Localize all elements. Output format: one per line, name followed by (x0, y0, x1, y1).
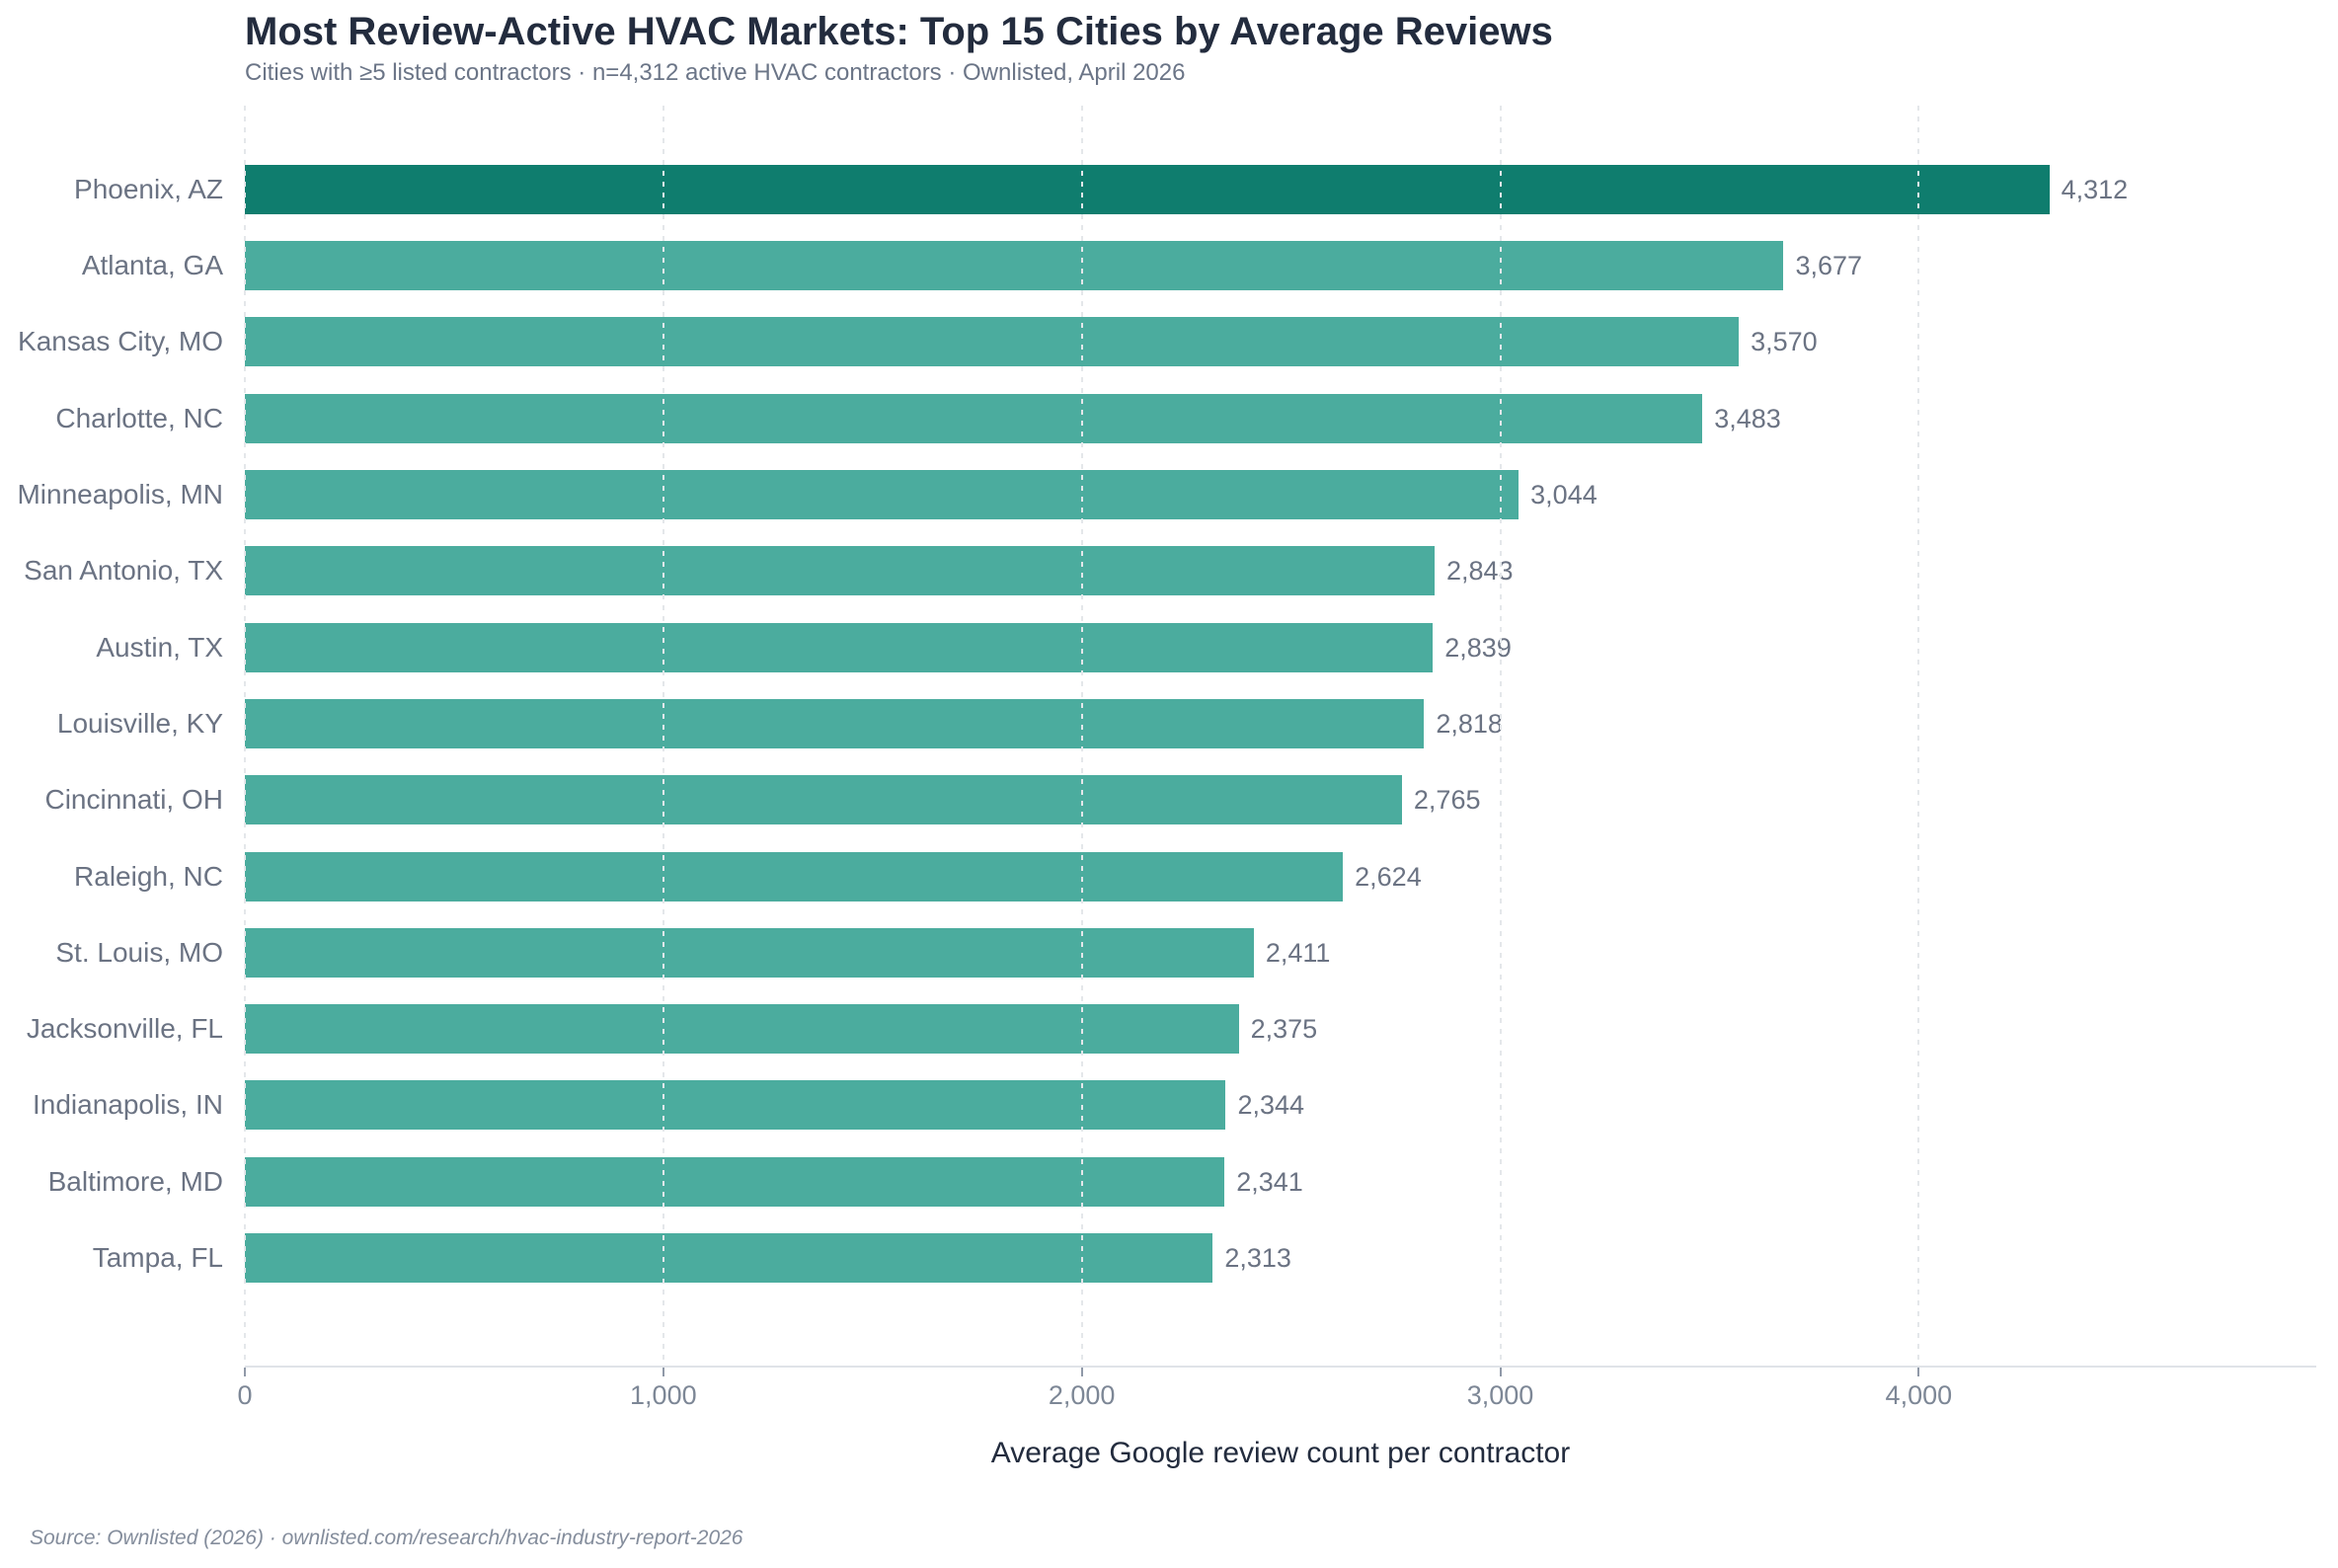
plot-area: Phoenix, AZ 4,312 Atlanta, GA 3,677 Kansas C… (17, 0, 2316, 1410)
value-label: 2,765 (1413, 785, 1481, 816)
tick-mark-1000 (662, 1368, 664, 1376)
category-label: Charlotte, NC (55, 402, 223, 433)
tick-mark-2000 (1080, 1368, 1083, 1376)
bar-row-indianapolis-in: Indianapolis, IN 2,344 (33, 1080, 2316, 1131)
x-axis-title: Average Google review count per contract… (990, 1437, 1571, 1469)
category-label: Louisville, KY (56, 707, 223, 739)
category-label: Minneapolis, MN (17, 479, 223, 510)
bar (245, 927, 1254, 978)
tick-mark-3000 (1499, 1368, 1502, 1376)
bar-row-louisville-ky: Louisville, KY 2,818 (57, 698, 2316, 748)
bar (245, 1233, 1213, 1283)
value-label: 4,312 (2061, 174, 2129, 204)
category-label: Phoenix, AZ (74, 173, 223, 204)
value-label: 2,843 (1445, 556, 1514, 587)
value-label: 2,375 (1250, 1014, 1318, 1045)
bar (245, 164, 2050, 214)
value-label: 2,818 (1436, 708, 1503, 739)
source-note: Source: Ownlisted (2026) · ownlisted.com… (30, 1527, 743, 1549)
bar (245, 546, 1435, 596)
category-label: St. Louis, MO (55, 936, 223, 968)
tick-label-3000: 3,000 (1466, 1380, 1534, 1410)
category-label: Austin, TX (96, 631, 223, 663)
tick-label-0: 0 (237, 1380, 253, 1410)
bar (245, 1156, 1225, 1207)
bar-row-tampa-fl: Tampa, FL 2,313 (93, 1233, 2316, 1283)
bar (245, 1080, 1226, 1131)
category-label: Raleigh, NC (74, 860, 223, 892)
gridline-1000 (662, 106, 664, 1366)
gridline-0 (244, 106, 246, 1366)
bar (245, 775, 1402, 825)
value-label: 3,677 (1795, 251, 1863, 281)
tick-label-2000: 2,000 (1048, 1380, 1116, 1410)
category-label: Indianapolis, IN (32, 1089, 223, 1121)
chart-title: Most Review-Active HVAC Markets: Top 15 … (245, 10, 1553, 53)
tick-label-1000: 1,000 (630, 1380, 697, 1410)
category-label: Cincinnati, OH (44, 784, 223, 816)
bar (245, 1004, 1239, 1055)
tick-mark-4000 (1917, 1368, 1920, 1376)
category-label: Tampa, FL (92, 1242, 223, 1273)
value-label: 2,839 (1444, 632, 1512, 663)
bar-row-san-antonio-tx: San Antonio, TX 2,843 (24, 546, 2316, 596)
bar (245, 470, 1520, 519)
tick-mark-0 (244, 1368, 246, 1376)
value-label: 2,313 (1224, 1243, 1291, 1273)
bar-row-jacksonville-fl: Jacksonville, FL 2,375 (27, 1004, 2316, 1055)
value-label: 2,624 (1355, 861, 1422, 892)
bar (245, 393, 1703, 443)
category-label: Jacksonville, FL (26, 1013, 223, 1045)
category-label: Kansas City, MO (18, 326, 223, 357)
value-label: 2,341 (1236, 1166, 1303, 1197)
bar-row-charlotte-nc: Charlotte, NC 3,483 (55, 393, 2316, 443)
gridline-4000 (1917, 106, 1920, 1366)
x-axis-line (245, 1366, 2316, 1368)
bar-row-cincinnati-oh: Cincinnati, OH 2,765 (44, 775, 2316, 825)
value-label: 3,044 (1530, 480, 1598, 510)
bar-row-st-louis-mo: St. Louis, MO 2,411 (55, 927, 2316, 978)
bar (245, 241, 1784, 291)
bar-row-raleigh-nc: Raleigh, NC 2,624 (74, 851, 2316, 902)
bar (245, 622, 1434, 672)
bar-row-phoenix-az: Phoenix, AZ 4,312 (74, 164, 2316, 214)
category-label: Baltimore, MD (47, 1165, 223, 1197)
gridline-2000 (1080, 106, 1083, 1366)
bar-row-baltimore-md: Baltimore, MD 2,341 (48, 1156, 2316, 1207)
value-label: 2,411 (1265, 937, 1331, 968)
bar-row-kansas-city-mo: Kansas City, MO 3,570 (18, 317, 2316, 367)
value-label: 3,570 (1751, 327, 1818, 357)
bar-row-minneapolis-mn: Minneapolis, MN 3,044 (17, 470, 2316, 519)
value-label: 3,483 (1714, 403, 1781, 433)
bar-row-austin-tx: Austin, TX 2,839 (96, 622, 2316, 672)
value-label: 2,344 (1237, 1090, 1305, 1121)
tick-label-4000: 4,000 (1885, 1380, 1953, 1410)
bar-row-atlanta-ga: Atlanta, GA 3,677 (82, 241, 2316, 291)
category-label: San Antonio, TX (24, 555, 223, 587)
chart-subtitle: Cities with ≥5 listed contractors · n=4,… (245, 59, 1186, 86)
bar (245, 317, 1740, 367)
category-label: Atlanta, GA (81, 250, 223, 281)
bar (245, 851, 1344, 902)
gridline-3000 (1499, 106, 1502, 1366)
bar (245, 698, 1425, 748)
